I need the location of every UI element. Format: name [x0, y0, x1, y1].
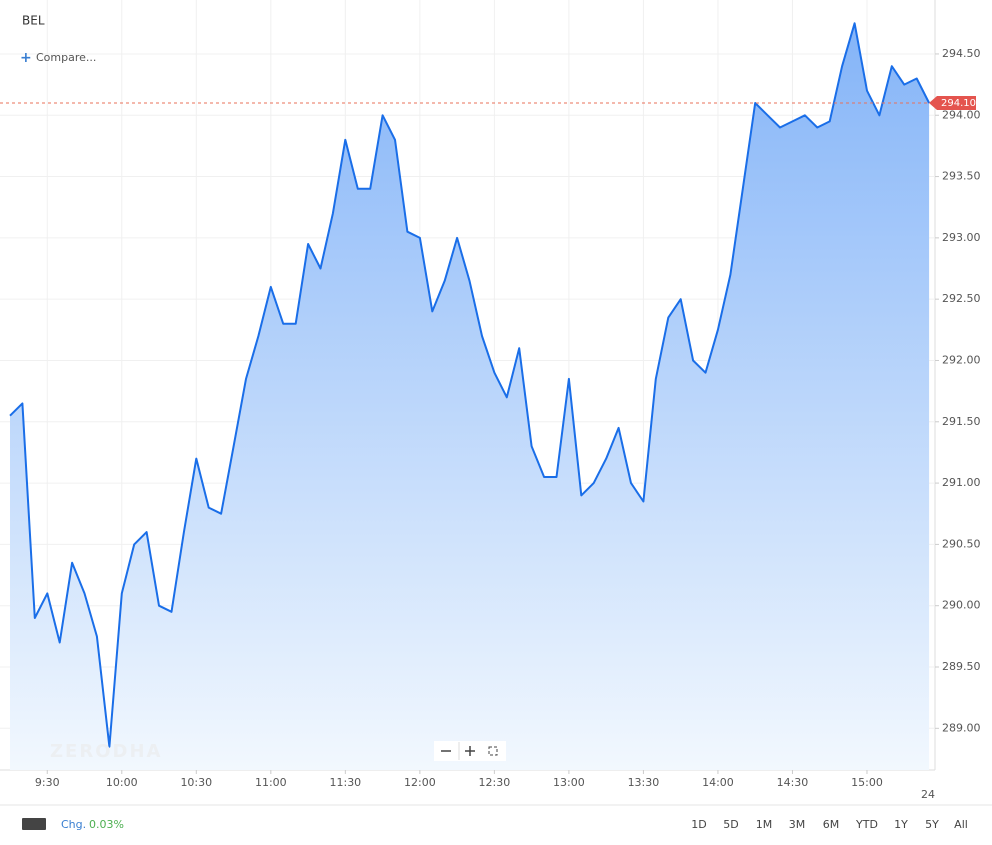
y-tick-label: 293.00	[942, 231, 981, 244]
change-label: Chg.	[61, 818, 86, 831]
last-price-tag	[929, 95, 976, 110]
y-tick-label: 293.50	[942, 170, 981, 183]
range-button[interactable]: 1M	[756, 818, 773, 831]
x-tick-label: 13:30	[628, 776, 660, 789]
range-button[interactable]: YTD	[855, 818, 878, 831]
y-tick-label: 294.00	[942, 108, 981, 121]
range-button[interactable]: 5D	[723, 818, 738, 831]
y-tick-label: 292.50	[942, 292, 981, 305]
x-tick-label: 12:30	[479, 776, 511, 789]
price-line	[9, 22, 930, 748]
x-tick-label: 14:30	[777, 776, 809, 789]
range-button[interactable]: All	[954, 818, 968, 831]
range-button[interactable]: 5Y	[925, 818, 939, 831]
keyboard-icon[interactable]	[22, 818, 46, 830]
x-tick-label: 10:30	[180, 776, 212, 789]
x-tick-label: 15:00	[851, 776, 883, 789]
x-tick-label: 11:00	[255, 776, 287, 789]
x-tick-label: 9:30	[35, 776, 60, 789]
range-button[interactable]: 1Y	[894, 818, 908, 831]
y-tick-label: 290.00	[942, 599, 981, 612]
x-tick-label: 12:00	[404, 776, 436, 789]
last-price-label: 294.10	[941, 98, 976, 109]
y-tick-label: 291.00	[942, 476, 981, 489]
plus-icon[interactable]: +	[20, 50, 32, 66]
y-tick-label: 291.50	[942, 415, 981, 428]
range-button[interactable]: 6M	[823, 818, 840, 831]
change-value: 0.03%	[89, 818, 124, 831]
area-fill	[10, 23, 930, 771]
compare-button[interactable]: Compare...	[36, 51, 96, 64]
zoom-reset[interactable]	[488, 746, 498, 756]
watermark: ZERODHA	[50, 741, 162, 762]
x-tick-label: 13:00	[553, 776, 585, 789]
y-tick-label: 294.50	[942, 47, 981, 60]
date-label: 24	[921, 788, 935, 801]
symbol-title: BEL	[22, 14, 45, 28]
y-tick-label: 289.50	[942, 660, 981, 673]
y-tick-label: 290.50	[942, 537, 981, 550]
x-tick-label: 10:00	[106, 776, 138, 789]
range-button[interactable]: 3M	[789, 818, 806, 831]
zoom-controls	[434, 741, 506, 761]
y-tick-label: 289.00	[942, 721, 981, 734]
range-button[interactable]: 1D	[691, 818, 706, 831]
y-tick-label: 292.00	[942, 353, 981, 366]
x-tick-label: 11:30	[329, 776, 361, 789]
x-tick-label: 14:00	[702, 776, 734, 789]
